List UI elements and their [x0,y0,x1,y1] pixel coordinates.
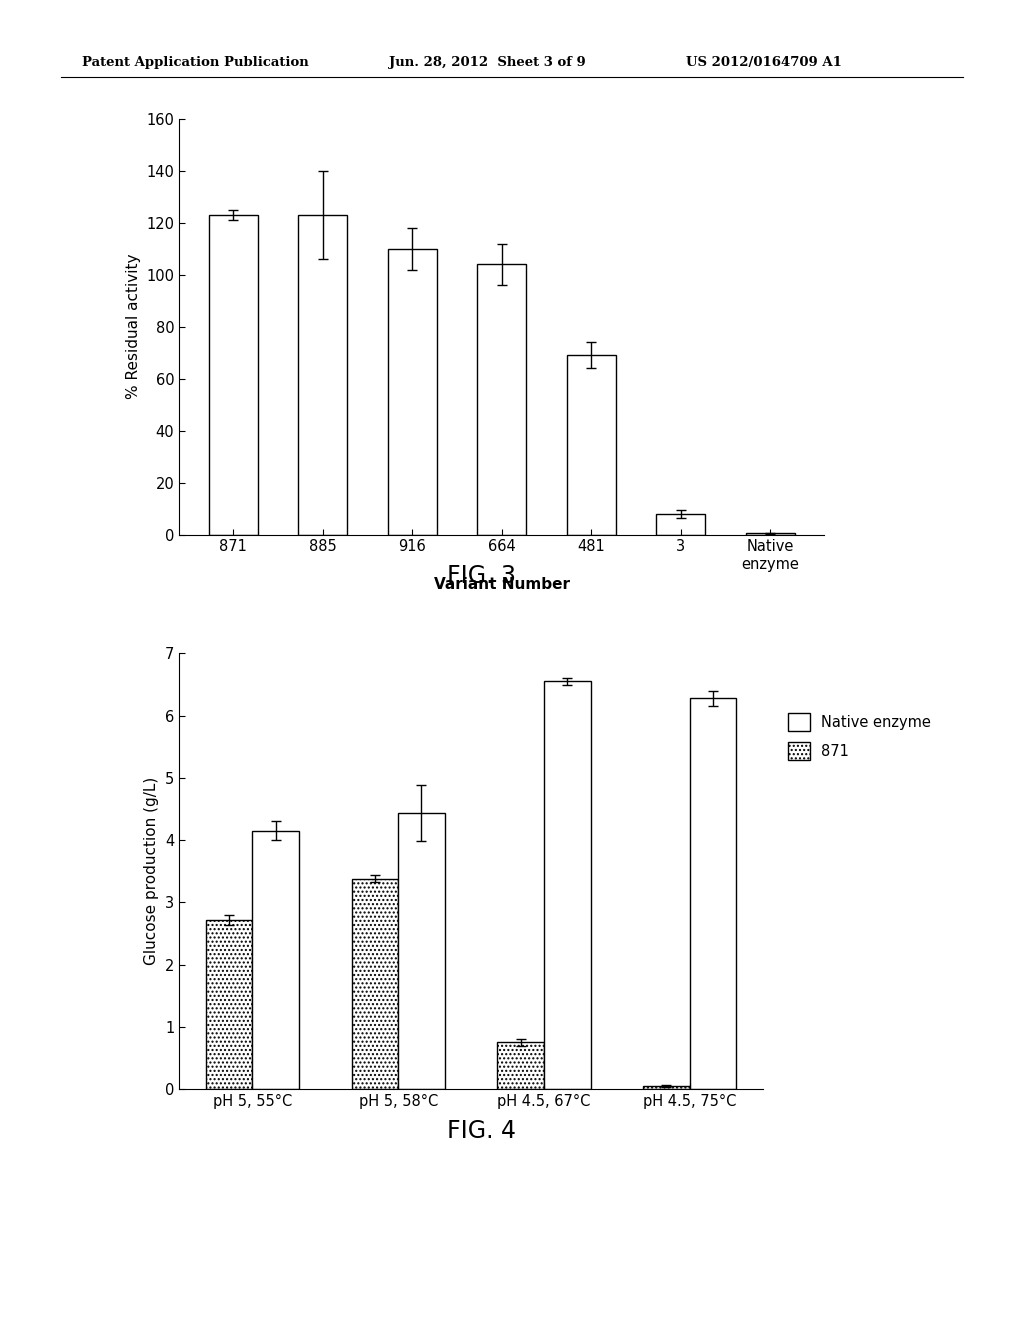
Bar [566,355,615,535]
Text: Jun. 28, 2012  Sheet 3 of 9: Jun. 28, 2012 Sheet 3 of 9 [389,55,586,69]
Bar [398,813,444,1089]
Text: FIG. 3: FIG. 3 [446,565,516,589]
Bar [298,215,347,535]
Legend: Native enzyme, 871: Native enzyme, 871 [787,713,931,760]
Bar [643,1086,690,1089]
Bar [690,698,736,1089]
Bar [351,879,398,1089]
Bar [656,513,706,535]
Bar [498,1043,544,1089]
Bar [388,248,437,535]
Bar [209,215,258,535]
Bar [477,264,526,535]
X-axis label: Variant Number: Variant Number [434,577,569,593]
Text: Patent Application Publication: Patent Application Publication [82,55,308,69]
Bar [206,920,252,1089]
Bar [544,681,591,1089]
Text: US 2012/0164709 A1: US 2012/0164709 A1 [686,55,842,69]
Text: FIG. 4: FIG. 4 [446,1119,516,1143]
Y-axis label: % Residual activity: % Residual activity [126,253,140,400]
Bar [252,830,299,1089]
Y-axis label: Glucose production (g/L): Glucose production (g/L) [144,777,160,965]
